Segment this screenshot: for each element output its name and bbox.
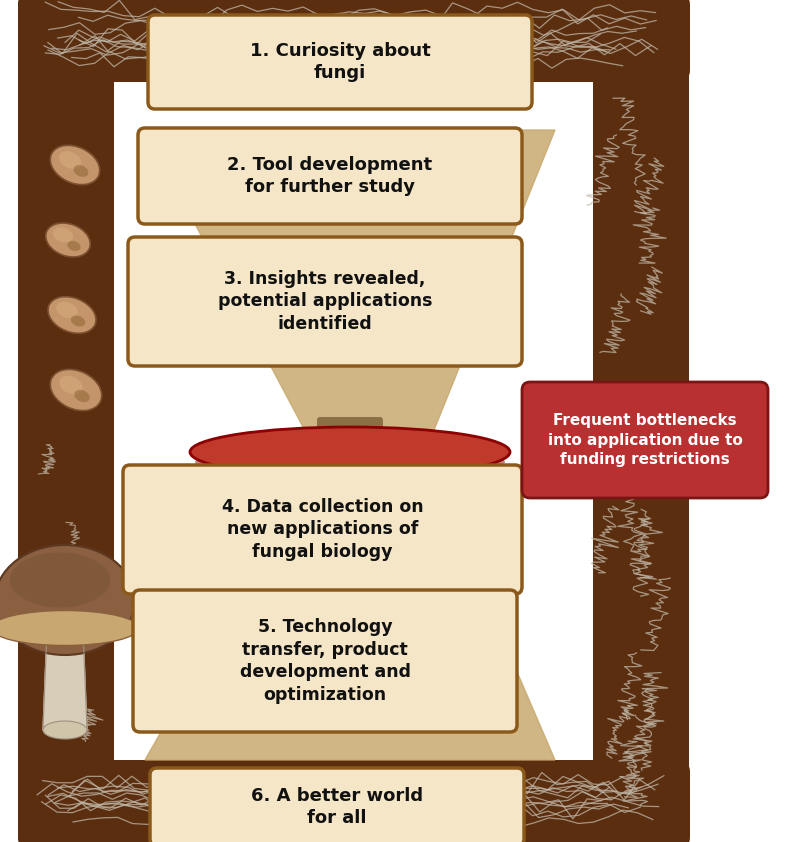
- Polygon shape: [43, 630, 87, 730]
- Ellipse shape: [195, 447, 505, 477]
- FancyBboxPatch shape: [317, 417, 383, 493]
- Text: 6. A better world
for all: 6. A better world for all: [251, 786, 423, 828]
- Ellipse shape: [46, 223, 91, 257]
- Text: 1. Curiosity about
fungi: 1. Curiosity about fungi: [249, 41, 430, 83]
- Polygon shape: [145, 470, 555, 760]
- Ellipse shape: [48, 296, 96, 333]
- Ellipse shape: [0, 545, 135, 655]
- Ellipse shape: [75, 390, 90, 402]
- FancyBboxPatch shape: [133, 590, 517, 732]
- FancyBboxPatch shape: [522, 382, 768, 498]
- Ellipse shape: [50, 370, 102, 411]
- FancyBboxPatch shape: [123, 465, 522, 594]
- FancyBboxPatch shape: [128, 237, 522, 366]
- Text: 5. Technology
transfer, product
development and
optimization: 5. Technology transfer, product developm…: [240, 618, 410, 705]
- FancyBboxPatch shape: [593, 0, 689, 842]
- Ellipse shape: [71, 316, 85, 327]
- Text: Frequent bottlenecks
into application due to
funding restrictions: Frequent bottlenecks into application du…: [548, 413, 742, 467]
- FancyBboxPatch shape: [138, 128, 522, 224]
- Ellipse shape: [190, 427, 510, 477]
- FancyBboxPatch shape: [148, 15, 532, 109]
- Ellipse shape: [59, 152, 81, 169]
- FancyBboxPatch shape: [18, 0, 114, 842]
- Ellipse shape: [43, 721, 87, 739]
- Ellipse shape: [0, 610, 139, 646]
- FancyBboxPatch shape: [150, 768, 524, 842]
- Polygon shape: [145, 130, 555, 440]
- Ellipse shape: [67, 241, 81, 251]
- Text: 4. Data collection on
new applications of
fungal biology: 4. Data collection on new applications o…: [222, 498, 423, 562]
- Ellipse shape: [50, 146, 100, 184]
- Text: 2. Tool development
for further study: 2. Tool development for further study: [227, 156, 433, 196]
- Ellipse shape: [74, 165, 88, 177]
- Ellipse shape: [56, 301, 78, 318]
- Ellipse shape: [60, 376, 83, 394]
- FancyBboxPatch shape: [18, 760, 690, 842]
- Ellipse shape: [53, 227, 73, 242]
- Text: 3. Insights revealed,
potential applications
identified: 3. Insights revealed, potential applicat…: [218, 269, 432, 333]
- Ellipse shape: [10, 552, 110, 607]
- FancyBboxPatch shape: [18, 0, 690, 82]
